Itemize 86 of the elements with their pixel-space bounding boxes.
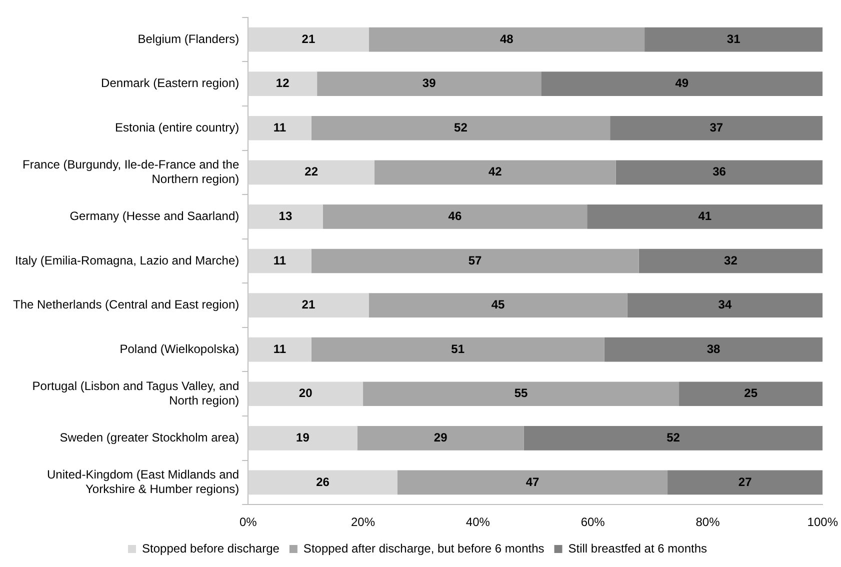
data-label: 37 [710,120,724,134]
data-label: 12 [276,76,290,90]
data-label: 46 [448,209,462,224]
data-label: 21 [302,32,316,46]
bar [248,248,312,274]
bar [627,293,823,318]
data-label: 21 [302,298,316,312]
bar [248,382,364,406]
bar [248,160,375,185]
bar [317,72,542,96]
data-label: 45 [491,298,506,312]
y-tick-label: Germany (Hesse and Saarland) [70,209,240,224]
bar [311,248,639,274]
data-label: 57 [468,253,482,268]
data-label: 38 [706,342,720,356]
y-tick-label: Denmark (Eastern region) [101,76,240,90]
x-tick-label: 40% [466,515,490,530]
bar [541,72,823,96]
bar [248,470,398,495]
data-label: 11 [273,342,286,356]
bar [616,160,823,185]
x-tick-label: 100% [807,515,838,530]
bar [248,72,318,96]
data-label: 22 [304,164,318,179]
data-label: 47 [526,474,540,489]
data-label: 52 [666,430,680,444]
legend-label: Stopped after discharge, but before 6 months [303,541,544,556]
y-tick-label: Italy (Emilia-Romagna, Lazio and Marche) [15,253,240,268]
data-label: 20 [298,386,313,400]
bar [638,248,823,274]
bar [248,27,369,52]
data-label: 36 [712,164,726,179]
y-tick-label: The Netherlands (Central and East region) [12,298,240,312]
data-label: 41 [698,209,712,224]
data-label: 55 [514,386,528,400]
data-label: 39 [422,76,436,90]
x-tick-label: 0% [239,515,258,530]
bar [368,27,645,52]
y-tick-label: United-Kingdom (East Midlands and Yorkshire & Humber regions) [47,468,240,496]
data-label: 19 [296,430,310,444]
y-tick-label: Poland (Wielkopolska) [120,342,240,356]
bar [363,382,680,406]
x-tick-label: 60% [580,515,606,530]
y-tick-label: Sweden (greater Stockholm area) [60,430,240,444]
data-label: 27 [738,474,752,489]
data-label: 11 [273,253,286,268]
bar [311,116,610,140]
bar [311,337,604,362]
x-tick-label: 80% [696,515,720,530]
x-tick-label: 20% [351,515,376,530]
bar [604,337,823,362]
data-label: 52 [454,120,468,134]
bar [322,204,588,229]
data-label: 26 [316,474,330,489]
y-tick-label: Portugal (Lisbon and Tagus Valley, and North region) [32,378,240,408]
data-label: 48 [500,32,514,46]
bar [248,204,323,229]
bar [368,293,628,318]
bar [248,116,312,140]
data-label: 11 [273,120,286,134]
bar [524,426,823,450]
bar [357,426,524,450]
y-tick-label: Estonia (entire country) [115,120,240,134]
legend-label: Still breastfed at 6 months [568,541,708,556]
bar [248,337,312,362]
bar [398,470,668,495]
data-label: 32 [724,253,738,268]
bar [610,116,823,140]
data-label: 31 [726,32,741,46]
data-label: 42 [488,164,502,179]
data-label: 51 [451,342,465,356]
data-label: 49 [675,76,689,90]
data-label: 34 [718,298,732,312]
bar [587,204,823,229]
bar [644,27,823,52]
y-tick-label: France (Burgundy, Ile-de-France and the Northern region) [22,158,240,186]
bar [374,160,616,185]
bar [668,470,823,495]
bar [679,382,823,406]
data-label: 13 [278,209,292,224]
legend-label: Stopped before discharge [142,541,280,556]
y-tick-label: Belgium (Flanders) [138,32,240,46]
data-label: 29 [434,430,448,444]
data-label: 25 [744,386,758,400]
bar [248,293,369,318]
bar [248,426,358,450]
